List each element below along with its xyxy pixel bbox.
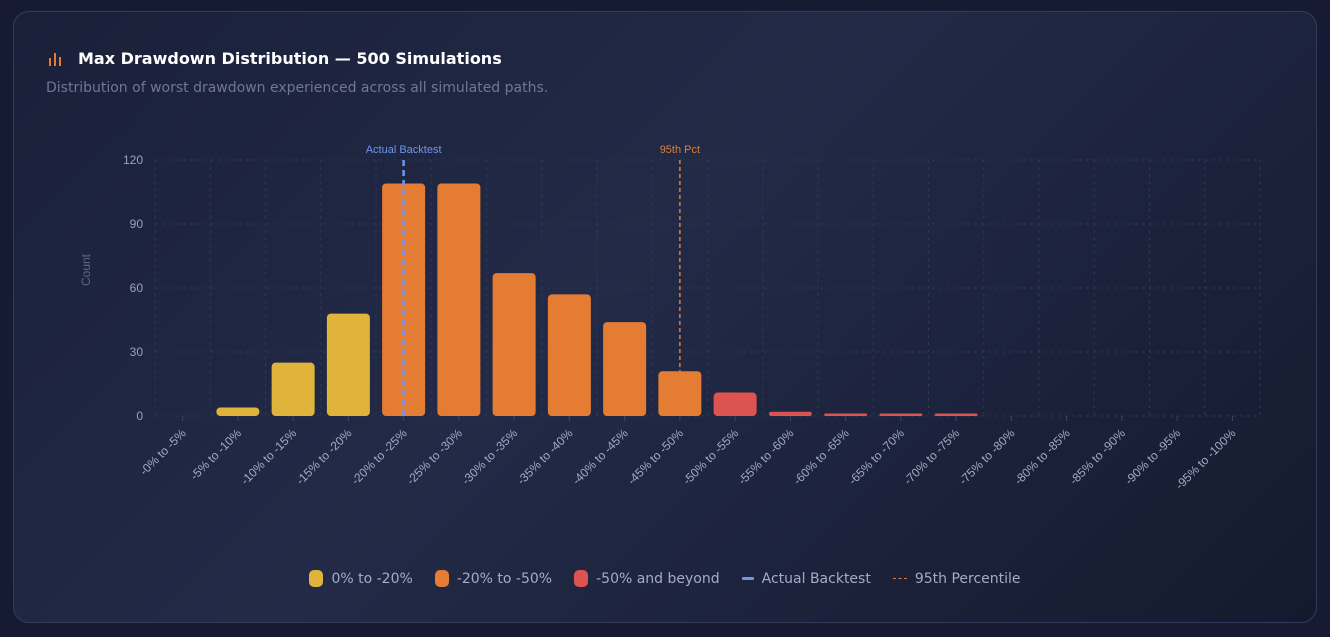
actual-backtest-label: Actual Backtest [366,144,442,156]
legend-item-orange[interactable]: -20% to -50% [434,570,553,587]
legend-item-red[interactable]: -50% and beyond [574,570,720,587]
bar [824,413,868,416]
bar [216,407,260,416]
legend-label: 0% to -20% [331,570,413,587]
legend-label: Actual Backtest [761,570,871,587]
x-tick-label: -0% to -5% [137,426,189,478]
bar [492,273,536,416]
x-tick-label: -90% to -95% [1122,426,1184,488]
y-tick-label: 60 [130,281,144,295]
x-tick-label: -75% to -80% [956,426,1018,488]
percentile-95-label: 95th Pct [660,144,700,156]
legend-item-actual-backtest[interactable]: Actual Backtest [741,570,871,587]
x-tick-label: -50% to -55% [680,426,742,488]
bar [713,392,757,416]
x-tick-label: -25% to -30% [404,426,466,488]
legend-swatch [892,578,907,579]
y-tick-label: 0 [136,409,143,423]
x-tick-label: -20% to -25% [348,426,410,488]
chart-subtitle: Distribution of worst drawdown experienc… [46,80,549,96]
y-tick-label: 120 [123,153,143,167]
x-tick-label: -35% to -40% [514,426,576,488]
bar [934,413,978,416]
y-tick-label: 90 [130,217,144,231]
legend-label: -20% to -50% [456,570,553,587]
bar [382,183,426,416]
bar [437,183,481,416]
legend-label: 95th Percentile [914,570,1021,587]
bar [603,322,647,416]
bar [547,294,591,416]
x-tick-label: -65% to -70% [846,426,908,488]
legend-swatch [309,570,324,587]
legend-swatch [434,570,449,587]
bar-chart-icon [49,53,61,66]
x-tick-label: -5% to -10% [187,426,244,483]
legend-label: -50% and beyond [596,570,720,587]
x-tick-label: -15% to -20% [293,426,355,488]
x-tick-label: -55% to -60% [735,426,797,488]
legend-item-yellow[interactable]: 0% to -20% [309,570,413,587]
x-tick-label: -60% to -65% [790,426,852,488]
legend-swatch [574,570,589,587]
bar [271,362,315,416]
x-tick-label: -80% to -85% [1011,426,1073,488]
x-tick-label: -40% to -45% [569,426,631,488]
chart-card [13,11,1317,623]
x-tick-label: -10% to -15% [238,426,300,488]
legend-item-95th-percentile[interactable]: 95th Percentile [892,570,1021,587]
x-tick-label: -45% to -50% [625,426,687,488]
bar [879,413,923,416]
x-tick-label: -85% to -90% [1067,426,1129,488]
y-axis-label: Count [79,253,93,286]
legend: 0% to -20% -20% to -50% -50% and beyond … [0,570,1330,587]
legend-swatch [741,577,754,580]
chart-title: Max Drawdown Distribution — 500 Simulati… [78,49,502,68]
bar [768,411,812,416]
y-tick-label: 30 [130,345,144,359]
x-tick-label: -70% to -75% [901,426,963,488]
x-tick-label: -30% to -35% [459,426,521,488]
bar [326,313,370,416]
